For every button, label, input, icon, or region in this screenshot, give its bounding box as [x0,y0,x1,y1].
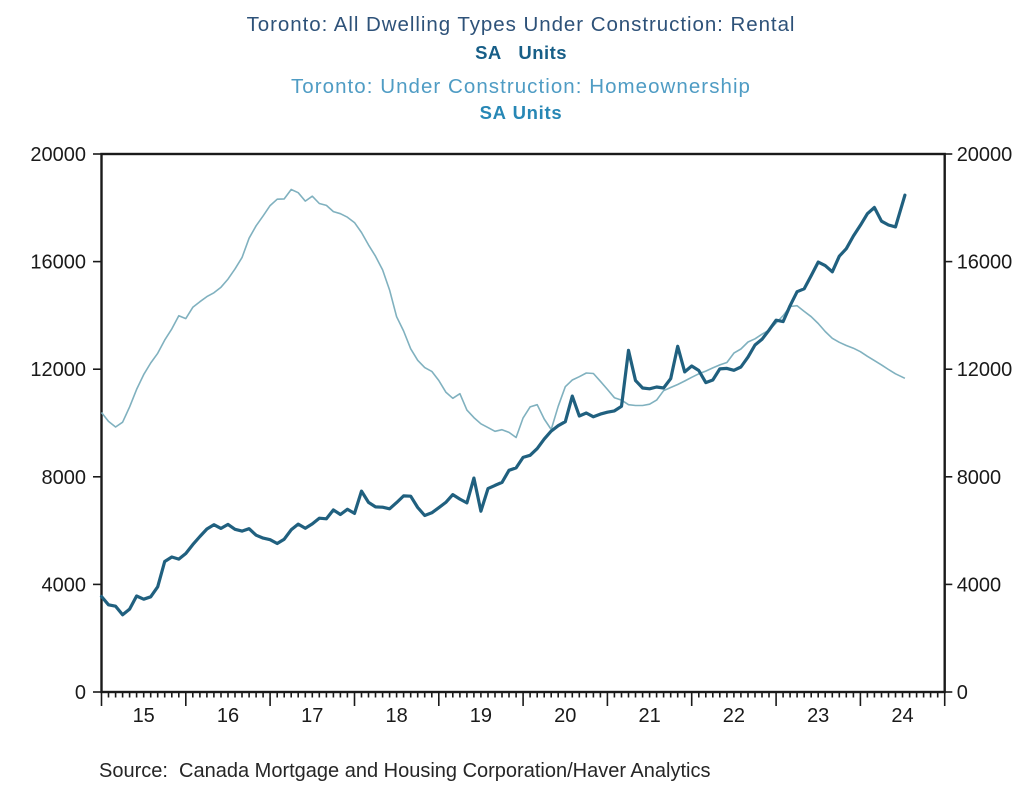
svg-text:20000: 20000 [30,144,86,166]
svg-text:12000: 12000 [957,359,1013,381]
svg-text:4000: 4000 [42,574,87,596]
svg-text:20000: 20000 [957,144,1013,166]
svg-text:20: 20 [554,705,576,727]
svg-text:12000: 12000 [30,359,86,381]
svg-text:16000: 16000 [30,252,86,274]
svg-text:0: 0 [75,682,86,704]
svg-text:4000: 4000 [957,574,1002,596]
svg-text:15: 15 [133,705,155,727]
svg-text:0: 0 [957,682,968,704]
svg-text:24: 24 [891,705,913,727]
svg-text:Source: Canada Mortgage and H: Source: Canada Mortgage and Housing Corp… [99,760,710,782]
svg-text:22: 22 [723,705,745,727]
svg-text:8000: 8000 [42,467,87,489]
svg-text:19: 19 [470,705,492,727]
svg-text:23: 23 [807,705,829,727]
svg-text:21: 21 [638,705,660,727]
svg-text:8000: 8000 [957,467,1002,489]
svg-text:16: 16 [217,705,239,727]
svg-text:16000: 16000 [957,252,1013,274]
svg-text:17: 17 [301,705,323,727]
svg-text:18: 18 [385,705,407,727]
